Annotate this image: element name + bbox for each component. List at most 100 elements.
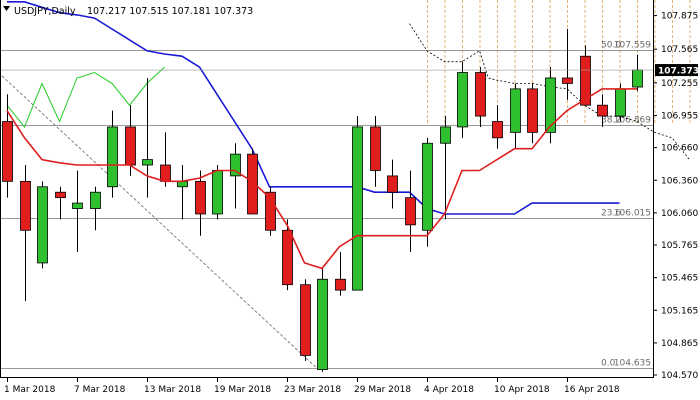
- candle-body: [247, 153, 258, 215]
- candle-body: [545, 77, 556, 133]
- tenkan-series: [6, 88, 637, 270]
- candle: [265, 186, 276, 236]
- y-tick-label: 107.565: [661, 45, 698, 55]
- candle-body: [72, 202, 83, 209]
- fib-level-ratio: 0.0: [601, 359, 616, 369]
- candle-body: [107, 126, 118, 188]
- fib-level-price: 107.559: [614, 41, 651, 51]
- candle-body: [142, 159, 153, 166]
- candle-body: [475, 72, 486, 117]
- candle-body: [317, 278, 328, 370]
- candle-body: [195, 180, 206, 215]
- current-price-label: 107.373: [658, 67, 699, 77]
- candle-body: [457, 72, 468, 128]
- ohlc-readout: 107.217 107.515 107.181 107.373: [87, 6, 253, 17]
- candle: [562, 29, 573, 100]
- x-tick-label: 16 Apr 2018: [564, 385, 620, 395]
- candle-body: [615, 88, 626, 117]
- candle-body: [160, 164, 171, 182]
- candle-body: [510, 88, 521, 133]
- candle-body: [90, 191, 101, 209]
- candle: [422, 137, 433, 247]
- ichimoku-cloud-edge: [409, 23, 690, 160]
- y-tick-label: 106.060: [661, 209, 698, 219]
- fib-trend-line: [0, 73, 319, 370]
- candle-body: [20, 180, 31, 231]
- symbol-dropdown-icon[interactable]: [3, 6, 10, 11]
- candle: [492, 105, 503, 149]
- chart-frame: [0, 0, 654, 378]
- candle-body: [352, 126, 363, 291]
- candle: [527, 83, 538, 144]
- x-tick-label: 19 Mar 2018: [214, 385, 271, 395]
- candle: [440, 116, 451, 220]
- candle-body: [492, 121, 503, 139]
- y-tick-label: 106.360: [661, 176, 698, 186]
- candle: [72, 170, 83, 253]
- y-tick-label: 107.875: [661, 11, 698, 21]
- candle: [352, 116, 363, 291]
- candle-body: [125, 126, 136, 166]
- candle-body: [527, 88, 538, 133]
- candle-body: [265, 191, 276, 231]
- fib-trend-line: [0, 73, 319, 370]
- candle-body: [2, 121, 13, 182]
- candle: [457, 61, 468, 138]
- y-tick-label: 104.865: [661, 339, 698, 349]
- candle: [317, 268, 328, 372]
- candle-body: [562, 77, 573, 84]
- candle: [90, 186, 101, 231]
- candle-body: [177, 180, 188, 188]
- candle-body: [37, 186, 48, 264]
- candle: [387, 159, 398, 209]
- fib-level-ratio: 38.2: [601, 116, 621, 126]
- candle: [405, 170, 416, 253]
- y-tick-label: 107.255: [661, 79, 698, 89]
- candle: [212, 165, 223, 220]
- fib-level-ratio: 50.0: [601, 41, 621, 51]
- x-tick-label: 10 Apr 2018: [494, 385, 550, 395]
- candle: [545, 67, 556, 144]
- candle: [597, 94, 608, 127]
- candle: [475, 67, 486, 127]
- current-price-box: [655, 64, 698, 77]
- candle: [107, 110, 118, 198]
- candle-body: [335, 278, 346, 291]
- chikou-line: [6, 66, 165, 128]
- fib-level-price: 104.635: [614, 359, 651, 369]
- candles: [2, 29, 643, 372]
- candle: [195, 170, 206, 236]
- candle-body: [55, 191, 66, 199]
- candle: [55, 186, 66, 220]
- candle: [230, 143, 241, 209]
- y-tick-label: 106.955: [661, 112, 698, 122]
- candle: [510, 83, 521, 149]
- x-axis: 1 Mar 2018 7 Mar 2018 13 Mar 2018 19 Mar 20…: [4, 377, 620, 395]
- current-price-marker: 107.373: [655, 64, 699, 77]
- candle: [335, 252, 346, 296]
- x-tick-label: 23 Mar 2018: [284, 385, 341, 395]
- x-tick-label: 1 Mar 2018: [4, 385, 56, 395]
- x-tick-label: 4 Apr 2018: [424, 385, 474, 395]
- candle-body: [422, 142, 433, 231]
- candle: [580, 45, 591, 106]
- fib-level-ratio: 23.6: [601, 209, 621, 219]
- kijun-line: [7, 0, 620, 215]
- candle-body: [282, 229, 293, 286]
- fib-level-price: 106.015: [614, 209, 651, 219]
- candle-body: [300, 284, 311, 356]
- candle-body: [230, 153, 241, 177]
- candle: [37, 181, 48, 269]
- y-axis: 107.875 107.565 107.255 106.955 106.660 106.3…: [653, 11, 698, 381]
- symbol-label[interactable]: USDJPY,Daily: [14, 6, 76, 17]
- x-tick-label: 29 Mar 2018: [354, 385, 411, 395]
- candle-body: [632, 69, 643, 88]
- cloud-edge-line: [409, 23, 690, 160]
- candle-body: [597, 104, 608, 117]
- chart-header: USDJPY,Daily 107.217 107.515 107.181 107…: [3, 6, 253, 17]
- fib-level-price: 106.869: [614, 116, 651, 126]
- candle: [370, 116, 381, 187]
